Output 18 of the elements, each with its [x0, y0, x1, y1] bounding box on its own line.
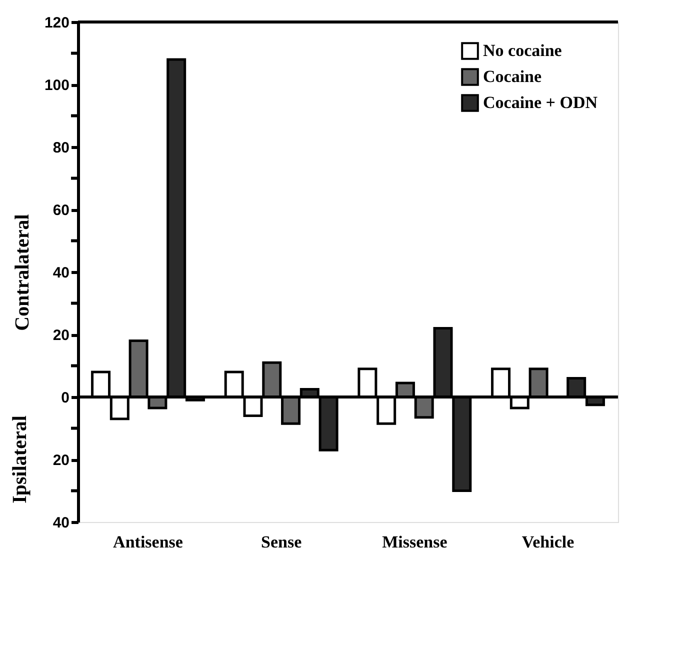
y-tick-label: 20: [52, 327, 70, 344]
y-axis-title: Contralateral: [11, 214, 34, 331]
y-tick-label: 40: [52, 264, 70, 282]
y-tick-label: 120: [44, 14, 70, 32]
y-tick-label: 0: [61, 390, 70, 406]
y-tick-label: 60: [52, 202, 70, 219]
x-tick-label: Sense: [261, 532, 302, 552]
y-tick-label: 100: [44, 77, 70, 94]
x-tick-label: Antisense: [113, 532, 184, 552]
x-tick-label: Missense: [382, 532, 448, 552]
x-tick-label: Vehicle: [522, 532, 575, 552]
legend-label: Cocaine: [483, 67, 542, 86]
y-tick-label: 20: [52, 452, 70, 469]
legend-label: Cocaine + ODN: [483, 93, 598, 112]
legend-label: No cocaine: [483, 41, 562, 60]
y-tick-label: 40: [52, 514, 70, 532]
text: Ipsilateral: [9, 415, 31, 504]
y-tick-label: 80: [52, 140, 70, 156]
